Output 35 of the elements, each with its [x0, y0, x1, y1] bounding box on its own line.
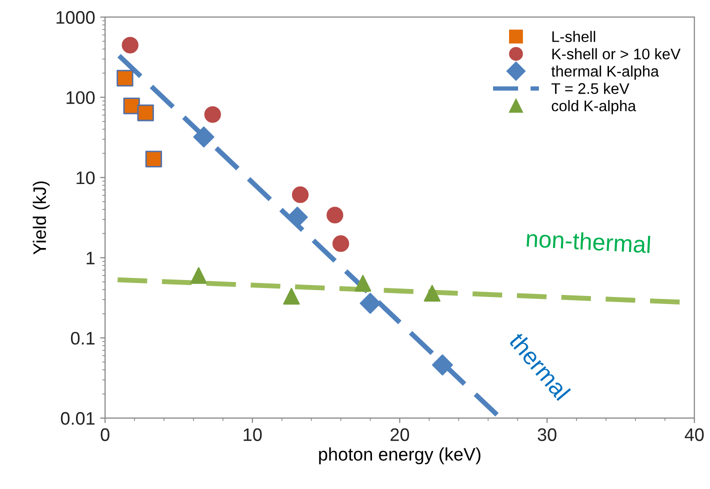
- y-tick-label: 0.01: [60, 412, 94, 425]
- legend-label: T = 2.5 keV: [551, 82, 630, 94]
- point: [122, 36, 138, 54]
- point: [432, 354, 453, 376]
- point: [193, 126, 214, 148]
- point: [190, 267, 207, 284]
- y-tick-label: 10: [76, 171, 95, 184]
- point: [424, 284, 440, 302]
- x-tick-label: 0: [100, 428, 110, 442]
- point: [145, 150, 162, 168]
- point: [283, 288, 300, 305]
- point: [204, 106, 221, 123]
- x-tick-label: 20: [390, 428, 410, 442]
- y-tick-label: 1: [86, 252, 94, 264]
- y-tick-label: 0.1: [70, 332, 94, 345]
- legend-label: L-shell: [552, 30, 596, 42]
- point: [360, 292, 381, 314]
- point: [116, 70, 134, 87]
- point: [332, 235, 350, 252]
- legend-label: thermal K-alpha: [551, 65, 659, 80]
- y-tick-label: 1000: [56, 11, 95, 24]
- point: [326, 206, 344, 224]
- x-axis-title: photon energy (keV): [319, 447, 480, 464]
- y-axis-title: Yield (kJ): [32, 181, 50, 254]
- point: [292, 186, 309, 204]
- x-tick-label: 30: [538, 428, 556, 442]
- x-tick-label: 10: [244, 428, 262, 442]
- legend-label: K-shell or > 10 keV: [552, 48, 681, 60]
- legend-label: cold K-alpha: [552, 100, 636, 114]
- point: [123, 98, 140, 114]
- annotation: non-thermal: [526, 229, 650, 254]
- y-tick-label: 100: [66, 91, 95, 104]
- point: [354, 274, 372, 292]
- x-tick-label: 40: [684, 428, 704, 442]
- point: [137, 104, 154, 122]
